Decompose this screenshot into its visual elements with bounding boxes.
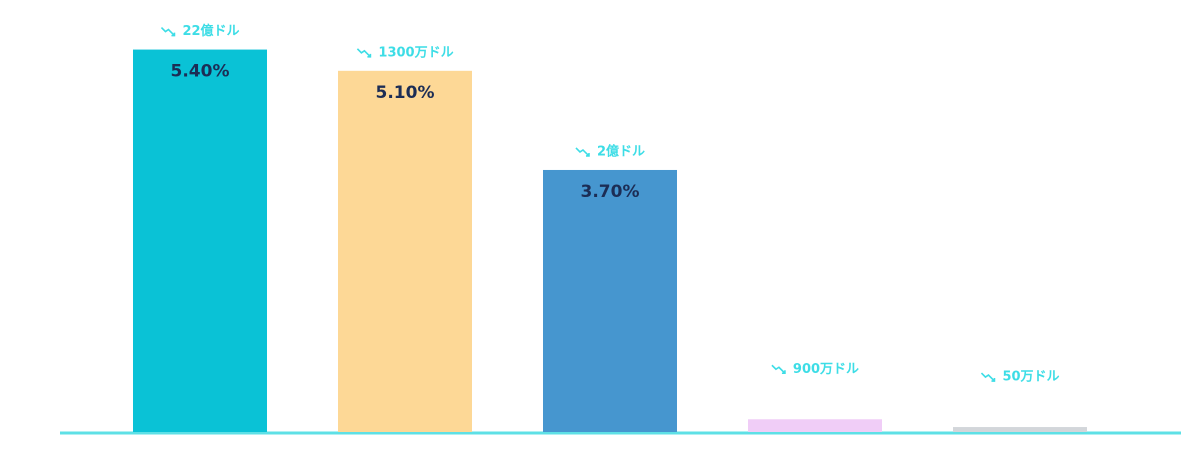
bar xyxy=(338,70,472,432)
value-label: 3.70% xyxy=(581,182,640,202)
annotation: 22億ドル xyxy=(182,23,239,39)
annotation: 1300万ドル xyxy=(378,45,453,60)
annotation: 2億ドル xyxy=(597,143,645,159)
trend-icon xyxy=(771,364,786,375)
annotation: 50万ドル xyxy=(1002,370,1059,385)
value-label: 5.10% xyxy=(376,83,435,103)
annotation: 900万ドル xyxy=(793,362,859,377)
bar xyxy=(748,419,882,432)
value-label: 5.40% xyxy=(171,62,230,82)
bar xyxy=(953,427,1087,432)
trend-icon xyxy=(160,27,176,37)
bar xyxy=(133,49,267,433)
trend-icon xyxy=(575,147,590,157)
bar xyxy=(543,169,677,432)
trend-icon xyxy=(356,48,372,58)
trend-icon xyxy=(980,372,996,382)
